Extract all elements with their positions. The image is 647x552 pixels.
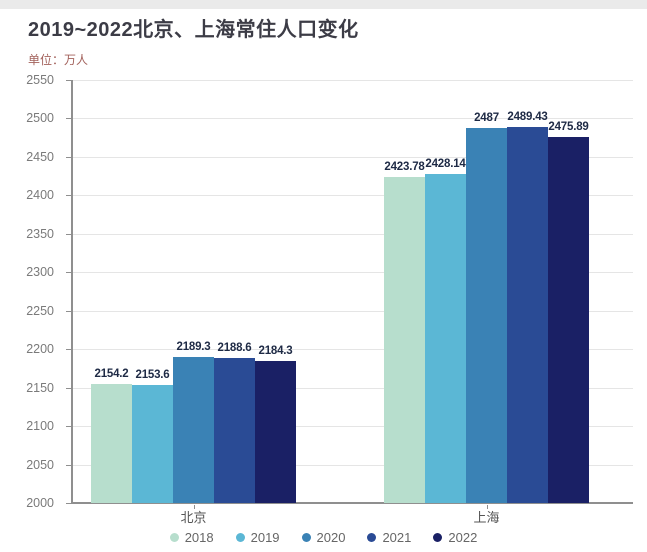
legend-marker-icon xyxy=(301,532,311,542)
legend-label: 2021 xyxy=(382,529,412,545)
bar-2021-category1[interactable] xyxy=(214,357,255,503)
legend-item-2021[interactable]: 2021 xyxy=(367,530,411,545)
y-axis-tick xyxy=(66,118,71,120)
legend-item-2020[interactable]: 2020 xyxy=(301,529,346,545)
y-axis-tick-label: 2350 xyxy=(26,226,54,241)
gridline-2550 xyxy=(72,80,633,81)
bar-value-label: 2154.2 xyxy=(94,368,129,381)
top-border xyxy=(0,0,647,9)
unit-label: 单位：万人 xyxy=(28,53,89,67)
y-axis-tick xyxy=(66,503,71,504)
legend-marker-icon xyxy=(433,532,443,542)
gridline-2500 xyxy=(72,118,633,120)
bar-2019-category1[interactable] xyxy=(132,384,173,503)
y-axis-tick-label: 2000 xyxy=(26,496,54,510)
y-axis-tick-label: 2300 xyxy=(26,265,54,280)
gridline-2100 xyxy=(72,426,633,428)
gridline-2450 xyxy=(72,156,633,158)
legend-marker-icon xyxy=(235,532,245,542)
gridline-2300 xyxy=(72,272,633,274)
gridline-2400 xyxy=(72,195,633,197)
legend-label: 2018 xyxy=(184,529,214,545)
bar-2022-category1[interactable] xyxy=(255,361,296,503)
x-axis-line xyxy=(71,502,633,504)
y-axis-tick-label: 2450 xyxy=(26,149,54,164)
x-axis-label-1: 北京 xyxy=(180,510,207,525)
x-axis-label-2: 上海 xyxy=(473,510,500,525)
legend-marker-icon xyxy=(367,532,377,542)
bar-2022-category2[interactable] xyxy=(548,137,589,503)
y-axis-tick-label: 2500 xyxy=(26,111,54,126)
y-axis-tick-label: 2050 xyxy=(26,457,54,472)
y-axis-tick xyxy=(66,233,71,235)
bar-value-label: 2428.14 xyxy=(425,157,466,170)
y-axis-tick xyxy=(66,464,71,466)
bar-value-label: 2189.3 xyxy=(176,341,211,354)
y-axis-tick-label: 2100 xyxy=(26,419,54,434)
x-axis-tick xyxy=(486,505,488,509)
y-axis-tick xyxy=(66,195,71,197)
y-axis-tick xyxy=(66,426,71,428)
legend-label: 2019 xyxy=(250,529,280,545)
plot-area: 2000 2050 2100 2150 2200 2250 2300 2350 2400 2450… xyxy=(26,74,633,509)
y-axis-tick-label: 2550 xyxy=(26,73,54,87)
legend-item-2019[interactable]: 2019 xyxy=(235,529,280,545)
bar-2020-category1[interactable] xyxy=(173,357,214,503)
bar-value-label: 2487 xyxy=(474,112,499,125)
y-axis-tick xyxy=(66,156,71,158)
y-axis-line xyxy=(71,80,73,503)
bar-2018-category2[interactable] xyxy=(384,177,425,503)
gridline-2150 xyxy=(72,387,633,389)
y-axis-tick xyxy=(66,310,71,312)
legend-marker-icon xyxy=(169,532,179,542)
y-axis-tick-label: 2400 xyxy=(26,188,54,203)
x-axis-tick xyxy=(193,505,195,509)
gridline-2200 xyxy=(72,349,633,351)
y-axis-tick-label: 2200 xyxy=(26,342,54,357)
y-axis-tick xyxy=(66,80,71,81)
bar-value-label: 2184.3 xyxy=(258,345,293,358)
gridline-2250 xyxy=(72,310,633,312)
y-axis-tick-label: 2150 xyxy=(26,380,54,395)
y-axis-tick-label: 2250 xyxy=(26,303,54,318)
legend: 2018 2019 2020 2021 2022 xyxy=(0,527,647,547)
bar-2021-category2[interactable] xyxy=(507,126,548,503)
legend-label: 2022 xyxy=(448,529,478,545)
legend-item-2018[interactable]: 2018 xyxy=(169,529,214,545)
bar-value-label: 2153.6 xyxy=(135,368,170,381)
chart-title: 2019~2022北京、上海常住人口变化 xyxy=(28,19,359,41)
bar-value-label: 2423.78 xyxy=(384,161,425,174)
bar-2018-category1[interactable] xyxy=(91,384,132,503)
bar-value-label: 2489.43 xyxy=(507,110,548,123)
y-axis-tick xyxy=(66,272,71,274)
y-axis-tick xyxy=(66,349,71,351)
bar-2019-category2[interactable] xyxy=(425,173,466,503)
gridline-2050 xyxy=(72,464,633,466)
legend-item-2022[interactable]: 2022 xyxy=(433,530,477,545)
y-axis-tick xyxy=(66,387,71,389)
bar-value-label: 2188.6 xyxy=(217,341,252,354)
gridline-2350 xyxy=(72,233,633,235)
legend-label: 2020 xyxy=(316,529,346,545)
bar-2020-category2[interactable] xyxy=(466,128,507,503)
bar-value-label: 2475.89 xyxy=(548,121,589,133)
